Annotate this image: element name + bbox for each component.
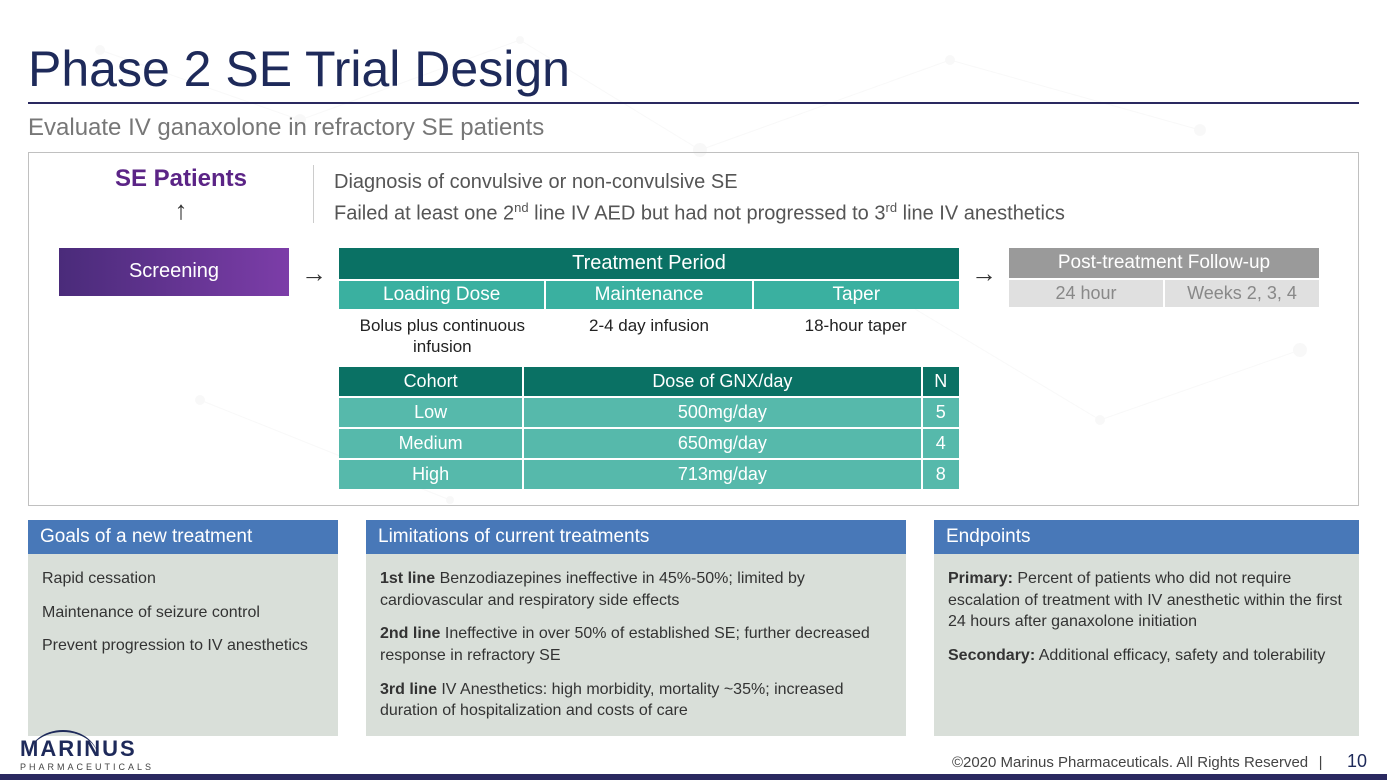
cohort-cell: 5	[923, 398, 959, 429]
bottom-bar	[0, 774, 1387, 780]
limitations-panel-header: Limitations of current treatments	[366, 520, 906, 554]
se-patients-label: SE Patients	[59, 165, 303, 193]
cohort-table: CohortDose of GNX/dayN Low500mg/day5Medi…	[339, 367, 959, 489]
goals-item: Rapid cessation	[42, 568, 324, 590]
endpoint-item: Secondary: Additional efficacy, safety a…	[948, 645, 1345, 667]
followup-header: Post-treatment Follow-up	[1009, 248, 1319, 280]
followup-column: Post-treatment Follow-up 24 hourWeeks 2,…	[1009, 248, 1319, 307]
cohort-cell: 650mg/day	[524, 429, 922, 460]
cohort-col-header: N	[923, 367, 959, 398]
endpoints-panel: Endpoints Primary: Percent of patients w…	[934, 520, 1359, 736]
treatment-phase-header: Loading Dose	[339, 281, 546, 309]
arrow-right-icon: →	[299, 248, 329, 289]
endpoint-item: Primary: Percent of patients who did not…	[948, 568, 1345, 633]
treatment-column: Treatment Period Loading DoseMaintenance…	[339, 248, 959, 490]
marinus-logo: MARINUS PHARMACEUTICALS	[20, 736, 154, 772]
treatment-phase-desc: Bolus plus continuous infusion	[339, 315, 546, 358]
up-arrow-icon: ↑	[59, 197, 303, 223]
trial-design-box: SE Patients ↑ Diagnosis of convulsive or…	[28, 152, 1359, 506]
limitation-item: 3rd line IV Anesthetics: high morbidity,…	[380, 679, 892, 722]
slide-subtitle: Evaluate IV ganaxolone in refractory SE …	[28, 114, 1359, 142]
followup-cell: Weeks 2, 3, 4	[1165, 280, 1319, 307]
cohort-col-header: Dose of GNX/day	[524, 367, 922, 398]
limitations-panel: Limitations of current treatments 1st li…	[366, 520, 906, 736]
treatment-phase-desc: 2-4 day infusion	[546, 315, 753, 358]
cohort-cell: 4	[923, 429, 959, 460]
treatment-period-header: Treatment Period	[339, 248, 959, 281]
treatment-phase-desc: 18-hour taper	[752, 315, 959, 358]
treatment-phase-header: Taper	[754, 281, 959, 309]
followup-cell: 24 hour	[1009, 280, 1165, 307]
goals-panel-header: Goals of a new treatment	[28, 520, 338, 554]
cohort-cell: 500mg/day	[524, 398, 922, 429]
title-rule	[28, 102, 1359, 104]
copyright-text: ©2020 Marinus Pharmaceuticals. All Right…	[952, 754, 1308, 771]
cohort-row: High713mg/day8	[339, 460, 959, 489]
screening-box: Screening	[59, 248, 289, 296]
limitation-item: 1st line Benzodiazepines ineffective in …	[380, 568, 892, 611]
cohort-cell: Low	[339, 398, 524, 429]
arrow-right-icon: →	[969, 248, 999, 289]
diagnosis-line-2: Failed at least one 2nd line IV AED but …	[334, 198, 1065, 230]
slide-title: Phase 2 SE Trial Design	[28, 40, 1359, 98]
slide-footer: MARINUS PHARMACEUTICALS ©2020 Marinus Ph…	[20, 736, 1367, 772]
cohort-row: Medium650mg/day4	[339, 429, 959, 460]
page-number: 10	[1347, 751, 1367, 771]
cohort-cell: 713mg/day	[524, 460, 922, 489]
treatment-phase-header: Maintenance	[546, 281, 753, 309]
cohort-cell: Medium	[339, 429, 524, 460]
cohort-cell: High	[339, 460, 524, 489]
goals-panel: Goals of a new treatment Rapid cessation…	[28, 520, 338, 736]
goals-item: Maintenance of seizure control	[42, 602, 324, 624]
limitation-item: 2nd line Ineffective in over 50% of esta…	[380, 623, 892, 666]
cohort-row: Low500mg/day5	[339, 398, 959, 429]
cohort-cell: 8	[923, 460, 959, 489]
goals-item: Prevent progression to IV anesthetics	[42, 635, 324, 657]
cohort-col-header: Cohort	[339, 367, 524, 398]
diagnosis-line-1: Diagnosis of convulsive or non-convulsiv…	[334, 167, 1065, 198]
diagnosis-text: Diagnosis of convulsive or non-convulsiv…	[334, 165, 1065, 230]
endpoints-panel-header: Endpoints	[934, 520, 1359, 554]
logo-sub-text: PHARMACEUTICALS	[20, 762, 154, 772]
